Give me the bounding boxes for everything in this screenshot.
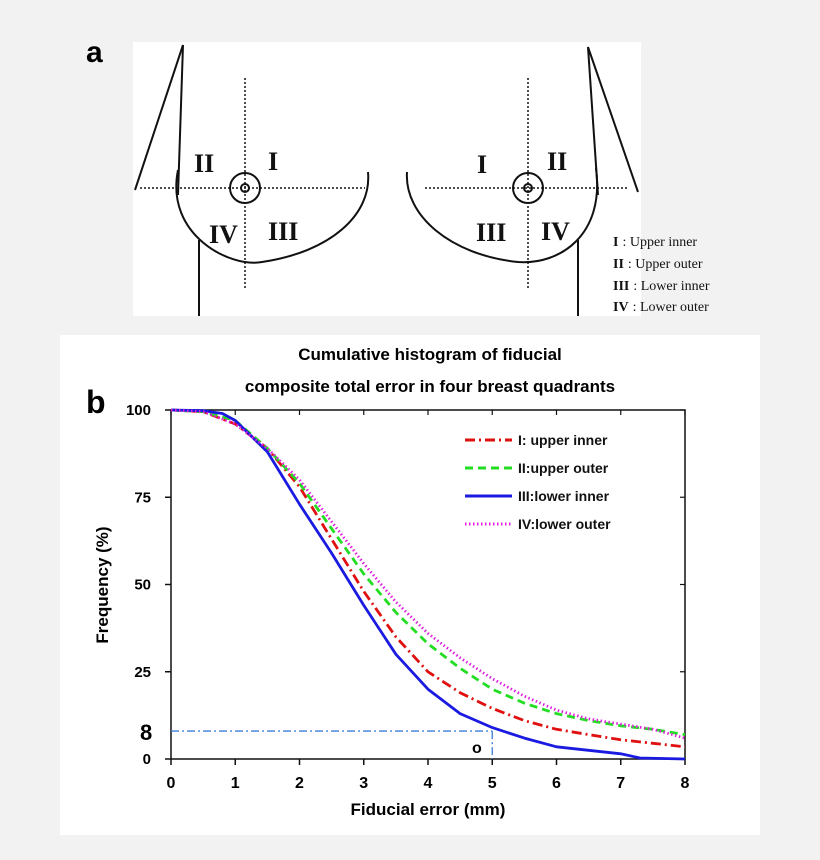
left-quadrant-labels: II I IV III [194, 147, 298, 249]
quadrant-legend-item: III : Lower inner [613, 279, 710, 294]
series-line-0 [170, 408, 686, 749]
right-q-lower-left: III [476, 218, 506, 247]
legend-label-lower-outer: IV:lower outer [518, 516, 611, 532]
quadrant-legend-item: IV : Lower outer [613, 300, 709, 315]
marker-x-label: o [472, 740, 482, 757]
quadrant-legend-key: III [613, 279, 629, 294]
y-tick-label: 100 [126, 402, 151, 419]
right-q-lower-right: IV [541, 217, 570, 246]
quadrant-legend-text: : Upper inner [622, 235, 697, 250]
panel-a-label: a [86, 36, 103, 69]
x-tick-label: 4 [424, 775, 433, 792]
left-arm-line [134, 44, 184, 191]
marker-y-label: 8 [140, 720, 152, 745]
breast-diagram-left [134, 44, 370, 316]
legend-label-upper-outer: II:upper outer [518, 460, 609, 476]
x-tick-label: 0 [167, 775, 176, 792]
y-tick-label: 50 [134, 577, 151, 594]
x-tick-label: 1 [231, 775, 240, 792]
right-nipple [523, 183, 533, 193]
left-q-lower-right: III [268, 217, 298, 246]
x-tick-label: 8 [681, 775, 690, 792]
x-tick-label: 5 [488, 775, 497, 792]
y-tick-label: 0 [143, 751, 151, 768]
reference-marker [171, 730, 493, 759]
x-tick-label: 6 [552, 775, 561, 792]
series-legend: I: upper inner II:upper outer III:lower … [465, 432, 611, 532]
series-line-3 [170, 408, 686, 740]
y-axis-label: Frequency (%) [93, 526, 112, 643]
left-areola [229, 172, 261, 204]
left-side-line [177, 44, 184, 196]
left-q-lower-left: IV [209, 220, 238, 249]
legend-label-lower-inner: III:lower inner [518, 488, 610, 504]
left-breast-contour [175, 169, 370, 264]
quadrant-legend-text: : Lower inner [633, 279, 710, 294]
right-breast-contour [405, 167, 599, 264]
series-lines [170, 408, 686, 761]
x-tick-label: 2 [295, 775, 304, 792]
quadrant-legend-item: II : Upper outer [613, 257, 703, 272]
quadrant-legend-text: : Lower outer [633, 300, 710, 315]
x-axis-label: Fiducial error (mm) [351, 800, 506, 819]
y-tick-label: 25 [134, 664, 151, 681]
panel-a-background [133, 42, 641, 316]
left-q-upper-left: II [194, 149, 214, 178]
y-tick-label: 75 [134, 489, 151, 506]
quadrant-legend-item: I : Upper inner [613, 235, 697, 250]
left-q-upper-right: I [268, 147, 278, 176]
legend-label-upper-inner: I: upper inner [518, 432, 608, 448]
right-q-upper-right: II [547, 147, 567, 176]
series-line-1 [170, 408, 686, 736]
right-arm-line [587, 46, 639, 193]
chart-title-line1: Cumulative histogram of fiducial [298, 345, 562, 364]
panel-b-background [60, 335, 760, 835]
series-line-2 [170, 408, 686, 761]
left-nipple [240, 183, 250, 193]
chart-title-line2: composite total error in four breast qua… [245, 377, 615, 396]
axis-ticks: 0 1 2 3 4 5 6 7 8 0 25 50 75 100 [126, 402, 690, 792]
breast-diagram-right [405, 46, 639, 316]
x-tick-label: 7 [616, 775, 625, 792]
panel-b-label: b [86, 384, 106, 420]
quadrant-legend: I : Upper inner II : Upper outer III : Lowe… [613, 235, 710, 315]
quadrant-legend-key: IV [613, 300, 629, 315]
quadrant-legend-key: II [613, 257, 624, 272]
x-tick-label: 3 [359, 775, 368, 792]
quadrant-legend-text: : Upper outer [628, 257, 703, 272]
right-areola [512, 172, 544, 204]
quadrant-legend-key: I [613, 235, 618, 250]
right-quadrant-labels: I II III IV [476, 147, 570, 247]
right-q-upper-left: I [477, 150, 487, 179]
